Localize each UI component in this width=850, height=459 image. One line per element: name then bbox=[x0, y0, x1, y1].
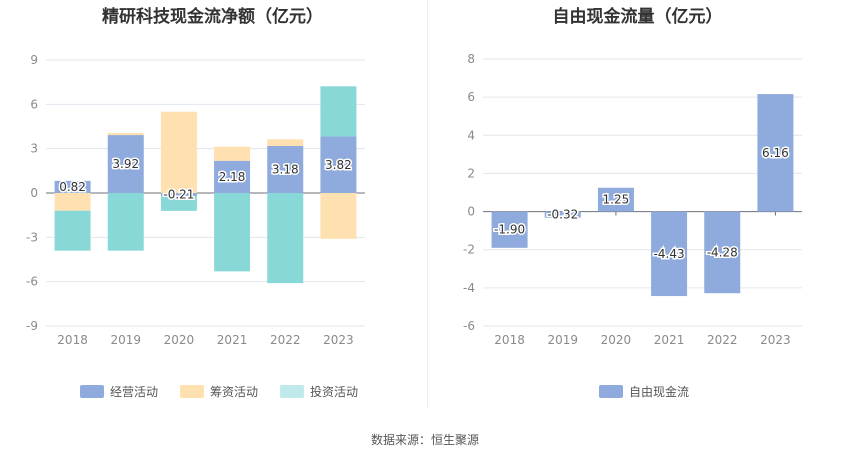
right-ytick-label: -4 bbox=[463, 281, 475, 295]
right-data-label: -1.90 bbox=[494, 223, 525, 237]
left-bar-0-0 bbox=[267, 146, 304, 193]
legend-swatch-financing bbox=[180, 385, 205, 398]
left-bar-0-1 bbox=[54, 193, 91, 211]
left-ytick-label: -3 bbox=[26, 230, 38, 244]
legend-label-financing: 筹资活动 bbox=[210, 385, 259, 399]
right-xtick-label: 2023 bbox=[760, 333, 791, 347]
left-ytick-label: 3 bbox=[30, 142, 38, 156]
left-bar-0-2 bbox=[320, 86, 357, 137]
left-bar-0-2 bbox=[267, 193, 304, 284]
legend-swatch-free-cash-flow bbox=[599, 385, 623, 398]
right-ytick-label: -2 bbox=[463, 243, 475, 257]
right-bar-1-0 bbox=[757, 94, 794, 212]
left-bar-0-1 bbox=[320, 193, 357, 239]
right-bar-1-0 bbox=[491, 211, 528, 248]
right-legend: 自由现金流 bbox=[599, 383, 711, 400]
right-chart-title: 自由现金流量（亿元） bbox=[552, 7, 723, 27]
right-ytick-label: 4 bbox=[467, 128, 475, 142]
left-xtick-label: 2022 bbox=[270, 333, 301, 347]
right-xtick-label: 2019 bbox=[547, 333, 578, 347]
left-bar-0-0 bbox=[107, 135, 144, 193]
left-bar-0-2 bbox=[214, 193, 251, 272]
left-data-label: 3.92 bbox=[112, 157, 139, 171]
left-ytick-label: -9 bbox=[26, 319, 38, 333]
legend-item-free-cash-flow[interactable]: 自由现金流 bbox=[599, 383, 689, 400]
left-bar-0-0 bbox=[214, 160, 251, 193]
right-bar-1-0 bbox=[544, 211, 581, 218]
right-xtick-label: 2020 bbox=[601, 333, 632, 347]
right-bar-1-0 bbox=[597, 187, 634, 212]
chart-divider bbox=[427, 0, 428, 408]
legend-label-investing: 投资活动 bbox=[310, 385, 359, 399]
left-xtick-label: 2018 bbox=[57, 333, 88, 347]
legend-item-investing[interactable]: 投资活动 bbox=[280, 383, 358, 400]
legend-label-free-cash-flow: 自由现金流 bbox=[629, 385, 690, 399]
left-bar-0-1 bbox=[107, 132, 144, 136]
right-data-label: 6.16 bbox=[762, 146, 789, 160]
data-source-note: 数据来源：恒生聚源 bbox=[370, 433, 479, 447]
right-ytick-label: 2 bbox=[467, 166, 475, 180]
left-xtick-label: 2023 bbox=[323, 333, 354, 347]
left-xtick-label: 2020 bbox=[164, 333, 195, 347]
legend-item-financing[interactable]: 筹资活动 bbox=[180, 383, 258, 400]
right-bar-1-0 bbox=[704, 211, 741, 294]
left-bar-0-1 bbox=[267, 139, 304, 147]
right-xtick-label: 2021 bbox=[654, 333, 685, 347]
left-bar-0-2 bbox=[160, 196, 197, 211]
legend-swatch-operating bbox=[80, 385, 104, 398]
left-data-label: -0.21 bbox=[163, 188, 194, 202]
left-bar-0-2 bbox=[54, 210, 91, 251]
right-data-label: -4.28 bbox=[707, 245, 738, 259]
left-bar-0-0 bbox=[54, 180, 91, 193]
left-chart-title: 精研科技现金流净额（亿元） bbox=[102, 7, 323, 27]
right-xtick-label: 2018 bbox=[494, 333, 525, 347]
legend-label-operating: 经营活动 bbox=[110, 385, 159, 399]
left-bar-0-0 bbox=[160, 193, 197, 197]
left-bar-0-0 bbox=[320, 136, 357, 193]
right-data-label: -4.43 bbox=[654, 247, 685, 261]
legend-item-operating[interactable]: 经营活动 bbox=[80, 383, 158, 400]
right-data-label: 1.25 bbox=[603, 193, 630, 207]
left-bar-0-1 bbox=[214, 146, 251, 161]
left-ytick-label: 0 bbox=[30, 186, 38, 200]
legend-swatch-investing bbox=[280, 385, 305, 398]
left-ytick-label: 6 bbox=[30, 97, 38, 111]
right-xtick-label: 2022 bbox=[707, 333, 738, 347]
left-legend: 经营活动 筹资活动 投资活动 bbox=[80, 383, 380, 400]
left-data-label: 2.18 bbox=[219, 170, 246, 184]
left-xtick-label: 2019 bbox=[110, 333, 141, 347]
left-data-label: 3.18 bbox=[272, 163, 299, 177]
right-data-label: -0.32 bbox=[547, 208, 578, 222]
left-xtick-label: 2021 bbox=[217, 333, 248, 347]
left-ytick-label: 9 bbox=[30, 53, 38, 67]
right-ytick-label: 6 bbox=[467, 90, 475, 104]
right-ytick-label: 8 bbox=[467, 52, 475, 66]
left-data-label: 0.82 bbox=[59, 180, 86, 194]
left-bar-0-2 bbox=[107, 193, 144, 251]
left-bar-0-1 bbox=[160, 111, 197, 193]
right-ytick-label: -6 bbox=[463, 319, 475, 333]
right-bar-1-0 bbox=[651, 211, 688, 297]
left-ytick-label: -6 bbox=[26, 275, 38, 289]
right-ytick-label: 0 bbox=[467, 205, 475, 219]
left-data-label: 3.82 bbox=[325, 158, 352, 172]
